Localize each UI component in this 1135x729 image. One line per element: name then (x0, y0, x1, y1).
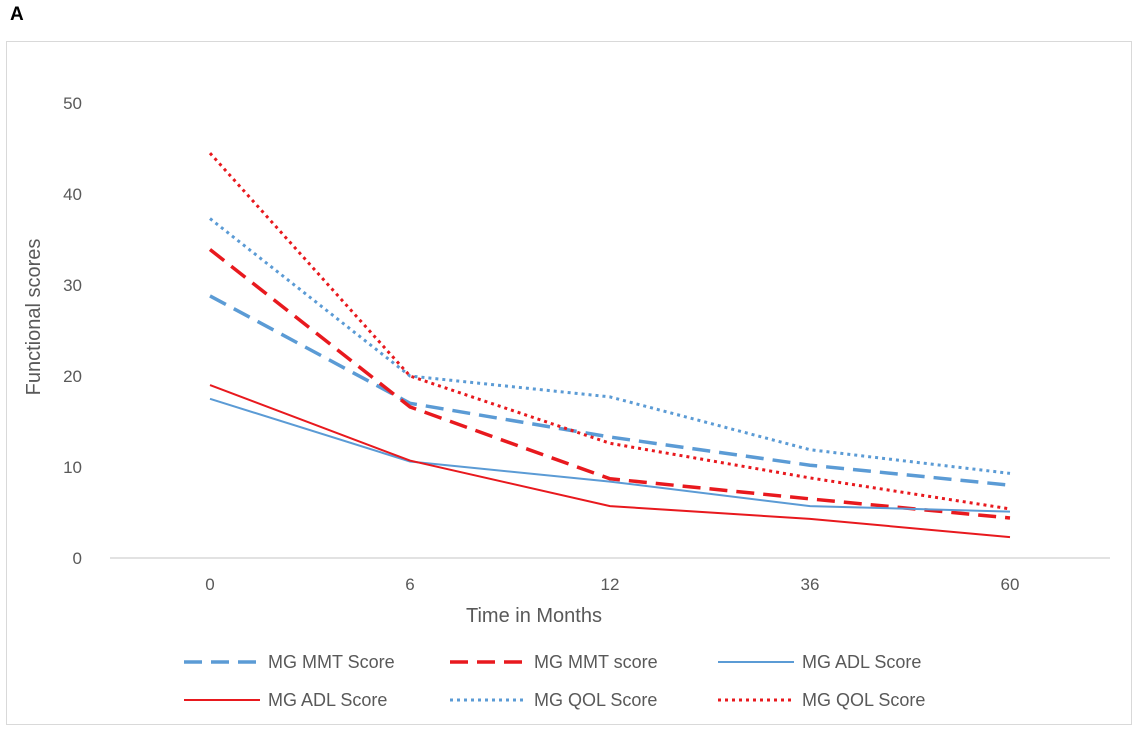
legend-label: MG QOL Score (534, 690, 657, 710)
y-axis-title: Functional scores (23, 239, 45, 396)
x-tick-label: 12 (601, 575, 620, 594)
y-axis-ticks: 0 10 20 30 40 50 (63, 94, 82, 568)
x-tick-label: 60 (1001, 575, 1020, 594)
y-tick-label: 50 (63, 94, 82, 113)
legend-label: MG ADL Score (802, 652, 921, 672)
legend-label: MG MMT Score (268, 652, 395, 672)
legend-label: MG ADL Score (268, 690, 387, 710)
legend-label: MG MMT score (534, 652, 658, 672)
series-line (208, 248, 1011, 520)
series-line (209, 294, 1011, 487)
legend: MG MMT Score MG MMT score MG ADL Score MG A… (184, 652, 925, 710)
x-tick-label: 6 (405, 575, 414, 594)
y-tick-label: 40 (63, 185, 82, 204)
x-tick-label: 0 (205, 575, 214, 594)
y-tick-label: 30 (63, 276, 82, 295)
y-tick-label: 20 (63, 367, 82, 386)
chart-frame (6, 41, 1132, 725)
legend-label: MG QOL Score (802, 690, 925, 710)
series-line (209, 384, 1011, 539)
series-line (208, 152, 1011, 511)
series-line (209, 217, 1011, 475)
series-lines (208, 152, 1011, 539)
y-tick-label: 10 (63, 458, 82, 477)
x-axis-ticks: 0 6 12 36 60 (205, 575, 1019, 594)
y-tick-label: 0 (73, 549, 82, 568)
x-tick-label: 36 (801, 575, 820, 594)
x-axis-title: Time in Months (466, 605, 602, 627)
panel-label: A (10, 4, 24, 25)
series-line (209, 397, 1011, 513)
